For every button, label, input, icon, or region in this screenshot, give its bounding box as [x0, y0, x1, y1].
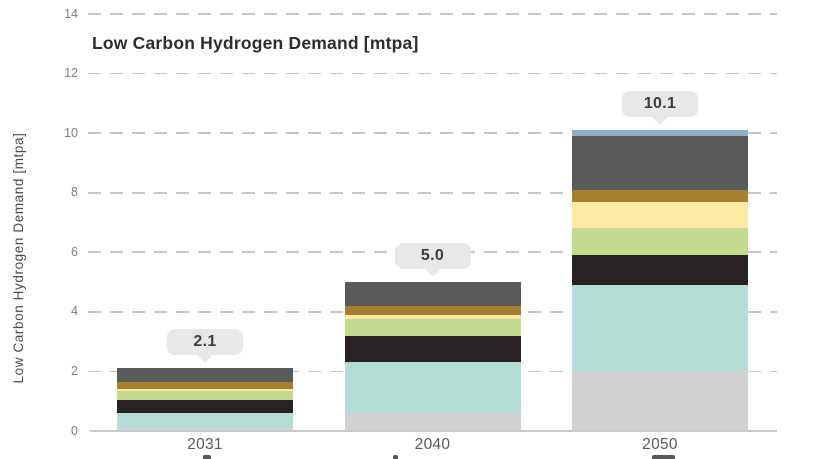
bar-segment-gold — [117, 382, 293, 389]
y-tick-label-4: 4 — [71, 304, 78, 319]
gridline-y-10 — [88, 132, 777, 134]
callout-bubble: 2.1 — [167, 329, 243, 356]
y-tick-label-12: 12 — [64, 66, 78, 81]
bar-segment-dark-gray — [572, 136, 748, 190]
bar-segment-mint — [344, 362, 521, 414]
stacked-bar-2040 — [344, 282, 521, 431]
value-callout-2040: 5.0 — [394, 243, 471, 278]
bar-segment-green — [572, 228, 748, 256]
cropped-text-fragment — [652, 455, 675, 459]
bar-segment-dark-gray — [117, 368, 293, 383]
bar-segment-gold — [572, 189, 748, 202]
y-tick-label-6: 6 — [71, 244, 78, 259]
callout-pointer-icon — [196, 354, 214, 364]
bar-segment-black — [344, 335, 521, 363]
callout-bubble: 5.0 — [394, 243, 471, 270]
y-tick-label-10: 10 — [64, 125, 78, 140]
y-axis-title: Low Carbon Hydrogen Demand [mtpa] — [11, 132, 26, 384]
y-tick-label-0: 0 — [71, 423, 78, 438]
callout-pointer-icon — [651, 116, 669, 126]
gridline-y-14 — [88, 13, 777, 15]
bar-segment-blue-gray — [572, 130, 748, 137]
bar-segment-light-gray — [572, 371, 748, 431]
stacked-bar-2050 — [572, 130, 748, 431]
value-callout-2031: 2.1 — [167, 329, 243, 364]
y-tick-label-8: 8 — [71, 185, 78, 200]
gridline-y-8 — [88, 191, 777, 194]
stacked-bar-2031 — [117, 368, 293, 431]
y-tick-label-2: 2 — [71, 363, 78, 378]
x-axis-label-2031: 2031 — [187, 436, 223, 453]
bar-segment-green — [344, 319, 521, 336]
bar-segment-black — [117, 399, 293, 414]
bar-segment-light-gray — [344, 413, 521, 431]
gridline-y-12 — [88, 72, 777, 75]
bar-segment-black — [572, 255, 748, 285]
bar-segment-mint — [117, 413, 293, 428]
value-callout-2050: 10.1 — [622, 91, 698, 126]
bar-segment-dark-gray — [344, 282, 521, 306]
bar-segment-gold — [344, 305, 521, 315]
chart-title: Low Carbon Hydrogen Demand [mtpa] — [92, 33, 419, 53]
callout-pointer-icon — [423, 268, 442, 278]
bar-segment-pale-yellow — [117, 388, 293, 392]
callout-bubble: 10.1 — [622, 91, 698, 118]
x-axis-label-2040: 2040 — [414, 436, 451, 453]
x-axis-baseline — [90, 430, 777, 432]
x-axis-label-2050: 2050 — [642, 436, 678, 453]
bar-segment-green — [117, 391, 293, 400]
y-tick-label-14: 14 — [64, 6, 78, 21]
bar-segment-mint — [572, 285, 748, 372]
cropped-text-fragment — [203, 455, 211, 459]
bar-segment-pale-yellow — [344, 314, 521, 320]
cropped-text-fragment — [393, 455, 398, 459]
bar-segment-pale-yellow — [572, 201, 748, 229]
bar-segment-light-gray — [117, 427, 293, 431]
